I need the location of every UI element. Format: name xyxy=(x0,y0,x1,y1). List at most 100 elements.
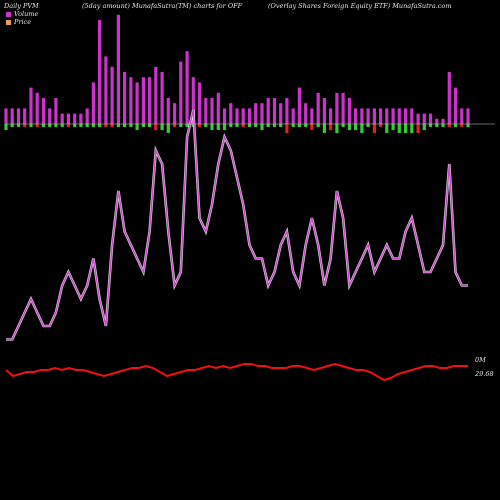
move-bar xyxy=(235,124,239,127)
volume-bar xyxy=(435,118,439,124)
move-bar xyxy=(135,124,139,130)
volume-bar xyxy=(148,77,152,124)
move-bar xyxy=(54,124,58,127)
move-bar xyxy=(354,124,358,130)
move-bar xyxy=(60,124,64,127)
move-bar xyxy=(98,124,102,127)
volume-bar xyxy=(379,108,383,124)
volume-bar xyxy=(310,108,314,124)
volume-bar xyxy=(35,92,39,124)
volume-bar xyxy=(453,87,458,124)
move-bar xyxy=(435,124,439,127)
move-bar xyxy=(4,124,8,130)
volume-bar xyxy=(23,108,27,124)
volume-bar xyxy=(285,98,289,124)
move-bar xyxy=(104,124,108,127)
move-bar xyxy=(391,124,395,130)
volume-bar xyxy=(104,56,108,124)
volume-bar xyxy=(110,66,114,124)
move-bar xyxy=(404,124,408,133)
volume-bar xyxy=(179,61,183,124)
volume-bar xyxy=(154,66,158,124)
volume-bar xyxy=(247,108,252,124)
move-bar xyxy=(322,124,326,133)
move-bar xyxy=(379,124,383,127)
legend-price-swatch xyxy=(6,19,11,25)
move-bar xyxy=(291,124,295,127)
volume-bar xyxy=(404,108,408,124)
move-bar xyxy=(35,124,39,127)
volume-bar xyxy=(141,77,145,124)
volume-bar xyxy=(160,72,164,124)
move-bar xyxy=(129,124,133,127)
move-bar xyxy=(279,124,283,127)
move-bar xyxy=(204,124,208,127)
volume-bar xyxy=(185,51,189,125)
volume-bar xyxy=(10,108,14,124)
move-bar xyxy=(266,124,270,127)
move-bar xyxy=(410,124,414,133)
move-bar xyxy=(304,124,308,127)
move-bar xyxy=(460,124,464,127)
volume-bar xyxy=(447,72,451,124)
legend-price: Price xyxy=(6,18,31,26)
volume-bar xyxy=(241,108,245,124)
legend-volume: Volume xyxy=(6,10,38,18)
move-bar xyxy=(428,124,433,127)
volume-bar xyxy=(116,14,120,124)
volume-bar xyxy=(222,108,227,124)
volume-bar xyxy=(372,108,376,124)
volume-bar xyxy=(347,98,351,124)
move-bar xyxy=(41,124,46,127)
move-bar xyxy=(447,124,451,127)
volume-bar xyxy=(297,87,301,124)
header-left: Daily PVM xyxy=(4,2,39,10)
move-bar xyxy=(366,124,370,127)
move-bar xyxy=(91,124,95,127)
volume-bar xyxy=(85,108,89,124)
volume-bar xyxy=(197,82,202,124)
volume-bar xyxy=(60,113,64,124)
move-bar xyxy=(297,124,301,127)
move-bar xyxy=(79,124,83,127)
volume-bar xyxy=(366,108,370,124)
volume-bar xyxy=(254,103,258,124)
move-bar xyxy=(16,124,21,127)
volume-bar xyxy=(123,72,127,124)
legend-volume-label: Volume xyxy=(14,10,39,18)
move-bar xyxy=(197,124,202,127)
volume-bar xyxy=(173,103,177,124)
volume-bar xyxy=(466,108,470,124)
volume-bar xyxy=(204,98,208,124)
move-bars xyxy=(4,124,470,133)
move-bar xyxy=(341,124,345,127)
volume-bar xyxy=(4,108,8,124)
volume-bar xyxy=(322,98,326,124)
move-bar xyxy=(441,124,445,127)
volume-bar xyxy=(210,98,214,124)
move-bar xyxy=(285,124,289,133)
volume-bar xyxy=(73,113,77,124)
move-bar xyxy=(216,124,220,130)
move-bar xyxy=(247,124,252,127)
volume-bar xyxy=(335,92,339,124)
move-bar xyxy=(116,124,120,127)
move-bar xyxy=(29,124,33,127)
move-bar xyxy=(23,124,27,127)
move-bar xyxy=(73,124,77,127)
move-bar xyxy=(347,124,351,130)
move-bar xyxy=(254,124,258,127)
volume-bar xyxy=(422,113,426,124)
volume-bar xyxy=(166,98,170,124)
move-bar xyxy=(173,124,177,127)
move-bar xyxy=(229,124,233,127)
move-bar xyxy=(148,124,152,127)
volume-bar xyxy=(304,103,308,124)
pvm-line xyxy=(6,109,468,341)
volume-bar xyxy=(98,20,102,124)
move-bar xyxy=(422,124,426,130)
move-bar xyxy=(154,124,158,130)
header-subtitle: (Overlay Shares Foreign Equity ETF) Muna… xyxy=(268,2,452,10)
volume-bar xyxy=(329,108,333,124)
move-bar xyxy=(141,124,145,127)
